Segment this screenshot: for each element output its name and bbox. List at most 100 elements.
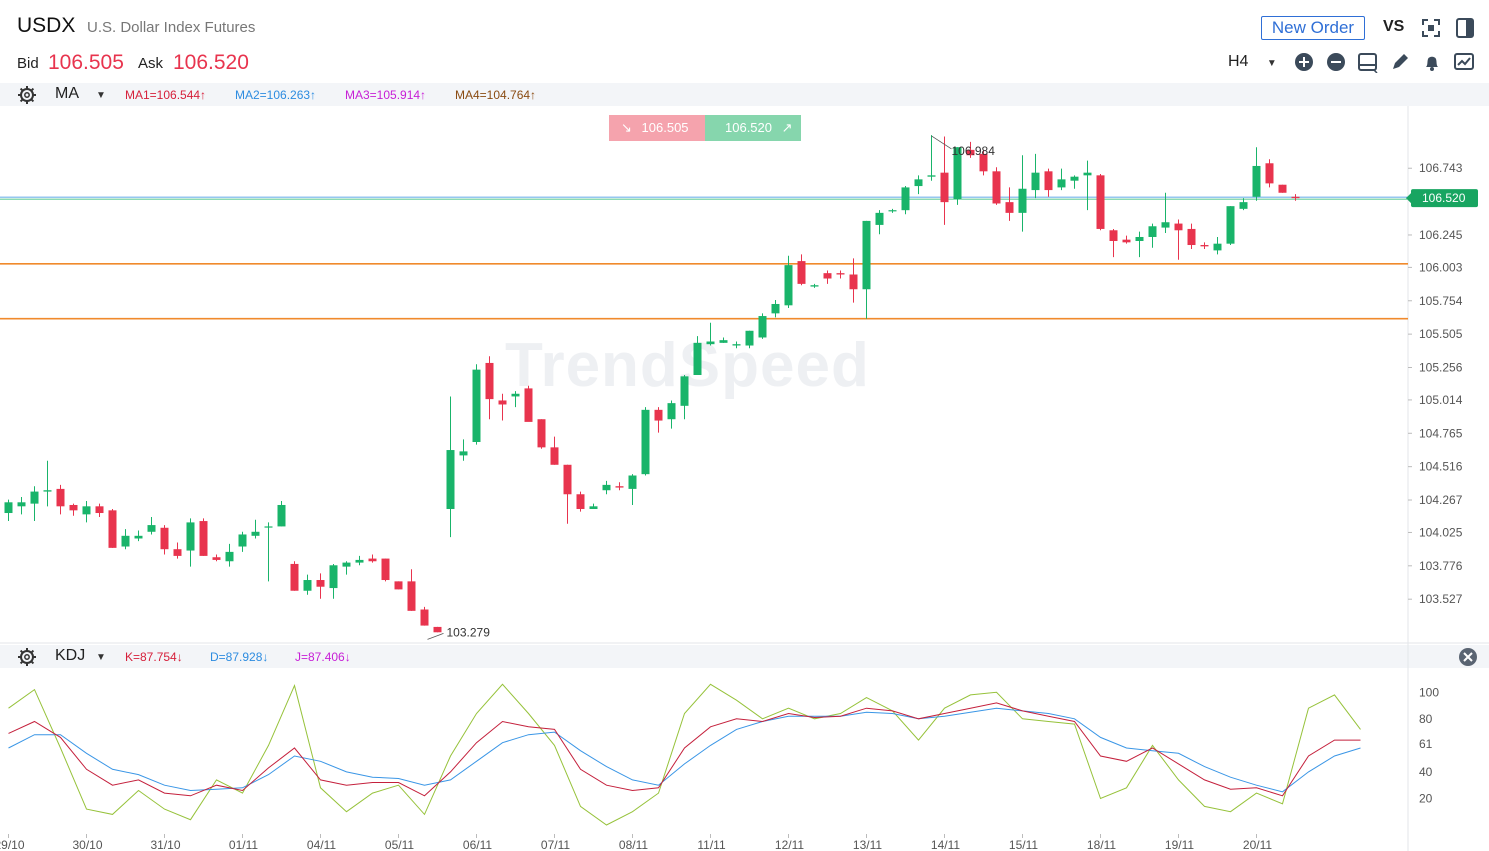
new-order-button[interactable]: New Order bbox=[1261, 16, 1365, 40]
candle-body bbox=[173, 549, 182, 556]
candle-body bbox=[212, 557, 221, 560]
candle-body bbox=[1174, 223, 1183, 231]
arrow-down-right-icon: ↘ bbox=[621, 120, 632, 135]
kdj-tick-label: 40 bbox=[1419, 765, 1433, 779]
price-chart[interactable]: 106.743 106.245 106.003 105.754 105.505 105.2… bbox=[0, 106, 1489, 851]
candle bbox=[771, 299, 780, 318]
candle-body bbox=[1161, 222, 1170, 228]
main-indicator-name[interactable]: MA bbox=[55, 85, 79, 102]
candle bbox=[1096, 174, 1105, 231]
chevron-down-icon[interactable]: ▼ bbox=[96, 652, 106, 663]
header-bar bbox=[0, 0, 1489, 82]
x-tick-label: 13/11 bbox=[853, 838, 882, 851]
gear-icon[interactable] bbox=[17, 85, 37, 105]
chart-icon[interactable] bbox=[1453, 51, 1475, 73]
sell-badge[interactable]: ↘ 106.505 bbox=[609, 115, 705, 141]
candle bbox=[979, 149, 988, 176]
candle bbox=[173, 542, 182, 559]
candle bbox=[147, 517, 156, 535]
candle-body bbox=[511, 393, 520, 397]
candle bbox=[875, 210, 884, 235]
candle bbox=[1252, 147, 1261, 201]
timeframe-selector[interactable]: H4 ▼ bbox=[1228, 53, 1277, 71]
axes: 106.743 106.245 106.003 105.754 105.505 105.2… bbox=[0, 135, 1478, 851]
fullscreen-icon[interactable] bbox=[1420, 17, 1442, 39]
candle-body bbox=[316, 580, 325, 587]
kdj-tick-label: 20 bbox=[1419, 791, 1433, 805]
candle bbox=[615, 482, 624, 491]
candle bbox=[420, 606, 429, 626]
candle bbox=[1174, 219, 1183, 260]
candle-body bbox=[1057, 179, 1066, 188]
candle-body bbox=[407, 581, 416, 611]
vs-button[interactable]: VS bbox=[1383, 18, 1405, 35]
buy-badge[interactable]: 106.520 ↗ bbox=[705, 115, 801, 141]
sub-indicator-name[interactable]: KDJ bbox=[55, 647, 86, 664]
candle bbox=[849, 258, 858, 303]
ma4-value: MA4=104.764↑ bbox=[455, 88, 537, 102]
candle bbox=[524, 385, 533, 422]
candle bbox=[836, 270, 845, 279]
candle bbox=[1291, 194, 1300, 201]
candle-body bbox=[719, 340, 728, 343]
candle bbox=[43, 460, 52, 507]
candle-body bbox=[30, 491, 39, 504]
candle-body bbox=[797, 261, 806, 284]
candle bbox=[1005, 187, 1014, 221]
candle-body bbox=[368, 558, 377, 562]
chevron-down-icon[interactable]: ▼ bbox=[96, 90, 106, 101]
candle-body bbox=[563, 464, 572, 495]
candle bbox=[238, 531, 247, 552]
candle bbox=[706, 322, 715, 346]
high-label: 106.984 bbox=[952, 144, 996, 158]
pencil-icon[interactable] bbox=[1389, 51, 1411, 73]
candle-body bbox=[810, 285, 819, 287]
candle bbox=[251, 519, 260, 539]
x-tick-label: 04/11 bbox=[307, 838, 336, 851]
candle bbox=[654, 407, 663, 433]
kdj-k-line bbox=[8, 702, 1361, 797]
candle-body bbox=[1291, 196, 1300, 199]
bell-icon[interactable] bbox=[1421, 51, 1443, 73]
candle-body bbox=[1070, 176, 1079, 181]
candle bbox=[134, 530, 143, 542]
candle bbox=[30, 486, 39, 522]
panel-toggle-icon[interactable] bbox=[1454, 17, 1476, 39]
gear-icon[interactable] bbox=[17, 647, 37, 667]
candle bbox=[745, 330, 754, 349]
candle bbox=[342, 561, 351, 575]
candle-body bbox=[589, 506, 598, 509]
candle bbox=[1161, 192, 1170, 233]
candle bbox=[485, 356, 494, 420]
candle-body bbox=[979, 153, 988, 172]
candle bbox=[1070, 175, 1079, 189]
kdj-tick-label: 80 bbox=[1419, 712, 1433, 726]
candle-body bbox=[1031, 172, 1040, 191]
candle bbox=[199, 518, 208, 556]
candle bbox=[693, 336, 702, 375]
candle-body bbox=[225, 551, 234, 562]
candle bbox=[121, 529, 130, 550]
candle bbox=[823, 270, 832, 284]
close-icon[interactable] bbox=[1458, 647, 1478, 667]
candle bbox=[1031, 153, 1040, 199]
candle bbox=[433, 626, 442, 633]
candle-body bbox=[1044, 171, 1053, 191]
candle bbox=[576, 491, 585, 512]
zoom-in-icon[interactable] bbox=[1293, 51, 1315, 73]
candle-body bbox=[524, 388, 533, 422]
candle-body bbox=[329, 565, 338, 589]
candle-body bbox=[550, 447, 559, 465]
layout-icon[interactable] bbox=[1357, 51, 1379, 73]
candle bbox=[1187, 223, 1196, 250]
candle bbox=[394, 581, 403, 590]
x-tick-label: 05/11 bbox=[385, 838, 414, 851]
candle bbox=[1148, 223, 1157, 248]
candle-body bbox=[472, 369, 481, 442]
candle-body bbox=[381, 558, 390, 581]
chart-grid bbox=[0, 106, 1489, 851]
candle bbox=[1226, 206, 1235, 246]
ask-price: 106.520 bbox=[173, 51, 249, 74]
zoom-out-icon[interactable] bbox=[1325, 51, 1347, 73]
ma1-value: MA1=106.544↑ bbox=[125, 88, 207, 102]
